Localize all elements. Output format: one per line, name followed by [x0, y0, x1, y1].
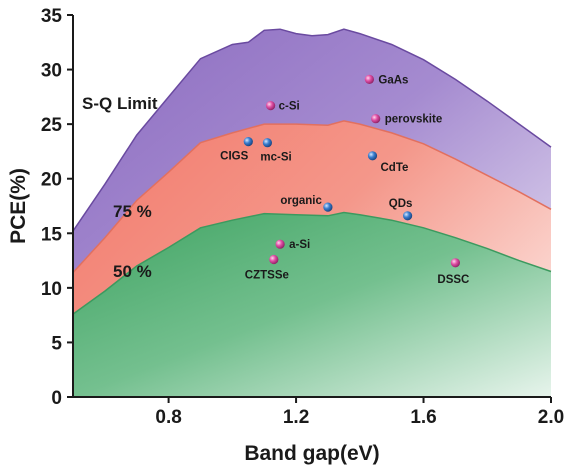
data-point-organic	[323, 202, 333, 212]
region-label-sq-limit: S-Q Limit	[82, 94, 158, 113]
x-axis-title: Band gap(eV)	[244, 442, 379, 465]
area-sq-limit-edge	[72, 28, 552, 232]
area-50-percent-edge	[72, 211, 552, 315]
point-label-c-si: c-Si	[279, 101, 300, 113]
x-tick-label: 1.6	[410, 407, 436, 428]
point-label-gaas: GaAs	[378, 74, 408, 86]
axes	[72, 15, 551, 398]
data-point-a-si	[275, 239, 285, 249]
x-tick-label: 1.2	[283, 407, 309, 428]
data-point-cigs	[243, 137, 253, 147]
y-tick-label: 25	[41, 115, 63, 136]
x-tick-label: 2.0	[538, 407, 564, 428]
y-tick-label: 10	[41, 279, 62, 300]
point-label-a-si: a-Si	[289, 239, 310, 251]
x-tick-label: 0.8	[155, 407, 181, 428]
y-axis-title: PCE(%)	[7, 168, 30, 244]
y-tick-label: 0	[51, 388, 62, 409]
point-label-cigs: CIGS	[220, 151, 248, 163]
point-label-cdte: CdTe	[381, 162, 409, 174]
point-label-cztsse: CZTSSe	[245, 270, 289, 282]
point-label-perovskite: perovskite	[385, 114, 443, 126]
point-label-qds: QDs	[389, 198, 413, 210]
data-point-layer: GaAs c-Si perovskite CIGS mc-Si CdTe organic QD…	[220, 74, 469, 285]
y-tick-label: 5	[51, 333, 62, 354]
point-label-mc-si: mc-Si	[260, 152, 291, 164]
region-labels: S-Q Limit 75 % 50 %	[82, 94, 158, 281]
data-point-cdte	[367, 151, 378, 161]
data-point-cztsse	[269, 254, 279, 265]
data-point-dssc	[450, 258, 460, 268]
data-point-qds	[403, 211, 413, 221]
data-point-perovskite	[371, 114, 381, 124]
data-point-gaas	[364, 74, 374, 84]
tick-layer: 0 5 10 15 20 25 30 35 0.8 1.2 1.6 2.0	[41, 6, 564, 428]
area-75-percent-edge	[72, 120, 552, 274]
point-label-dssc: DSSC	[437, 274, 469, 286]
y-tick-label: 35	[41, 6, 63, 27]
data-point-mc-si	[262, 138, 272, 148]
y-tick-label: 15	[41, 224, 63, 245]
region-label-50-percent: 50 %	[113, 262, 152, 281]
area-layer	[72, 28, 552, 398]
y-tick-label: 20	[41, 170, 62, 191]
point-label-organic: organic	[280, 195, 322, 207]
area-50-percent	[73, 212, 551, 397]
region-label-75-percent: 75 %	[113, 202, 152, 221]
data-point-c-si	[266, 101, 276, 111]
y-tick-label: 30	[41, 61, 62, 82]
